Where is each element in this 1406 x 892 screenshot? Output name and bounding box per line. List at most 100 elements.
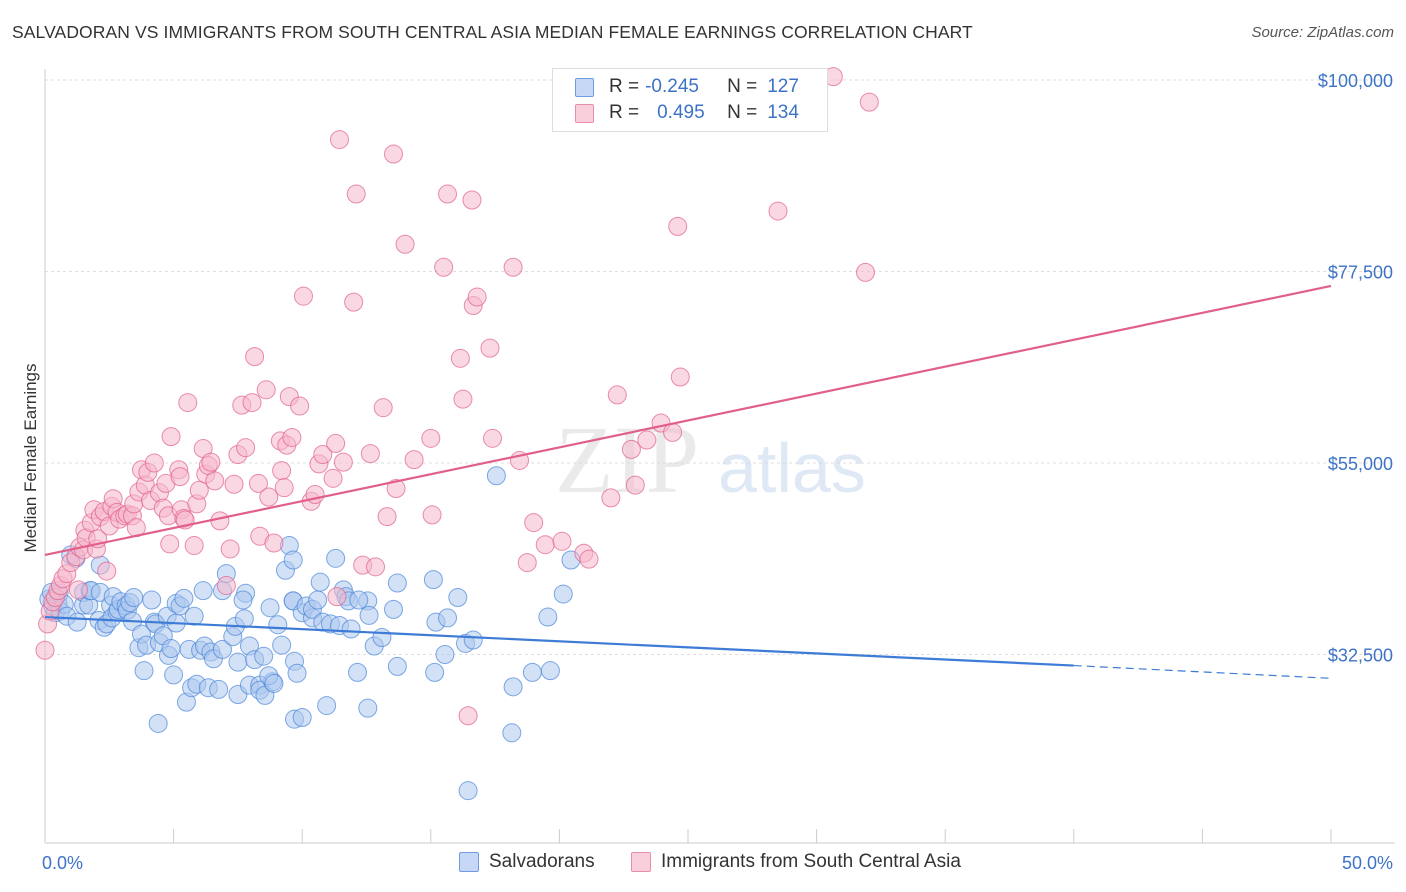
data-point — [463, 630, 483, 650]
data-point — [480, 338, 500, 358]
data-point — [462, 190, 482, 210]
data-point — [220, 539, 240, 559]
data-point — [387, 656, 407, 676]
watermark-atlas: atlas — [718, 429, 866, 507]
trend-line-immigrants — [44, 284, 1332, 556]
x-tick-labels: 0.0% 50.0% — [42, 853, 1393, 873]
data-point — [341, 619, 361, 639]
data-point — [360, 444, 380, 464]
legend-item-salvadorans: Salvadorans — [459, 851, 595, 873]
data-point — [68, 580, 88, 600]
data-point — [264, 533, 284, 553]
legend-n-value: 127 — [767, 76, 799, 97]
data-point — [97, 561, 117, 581]
legend-item-immigrants: Immigrants from South Central Asia — [631, 851, 961, 873]
chart-title: SALVADORAN VS IMMIGRANTS FROM SOUTH CENT… — [12, 22, 973, 42]
data-point — [404, 450, 424, 470]
watermark: ZIP atlas — [555, 406, 866, 513]
data-point — [503, 257, 523, 277]
data-point — [349, 590, 369, 610]
data-point — [346, 184, 366, 204]
data-point — [422, 505, 442, 525]
data-point — [201, 452, 221, 472]
data-point — [329, 130, 349, 150]
data-point — [259, 487, 279, 507]
data-point — [483, 428, 503, 448]
data-point — [768, 201, 788, 221]
data-point — [292, 707, 312, 727]
source-credit: Source: ZipAtlas.com — [1251, 24, 1394, 41]
data-point — [359, 605, 379, 625]
data-point — [668, 216, 688, 236]
data-point — [184, 536, 204, 556]
data-point — [216, 576, 236, 596]
data-point — [435, 645, 455, 664]
data-point — [287, 663, 307, 683]
data-point — [148, 713, 168, 733]
y-tick-label: $32,500 — [1328, 646, 1393, 666]
data-point — [859, 92, 879, 112]
legend-r-value: 0.495 — [657, 102, 705, 123]
data-point — [637, 430, 657, 450]
data-point — [268, 615, 288, 635]
legend-n-label: N = — [727, 76, 758, 97]
data-point — [517, 553, 537, 573]
y-tick-labels: $32,500 $55,000 $77,500 $100,000 — [1318, 71, 1393, 666]
data-point — [326, 548, 346, 568]
x-tick-label: 50.0% — [1342, 853, 1393, 873]
data-point — [170, 467, 190, 487]
data-point — [386, 479, 406, 499]
data-point — [142, 590, 162, 610]
data-point — [535, 535, 555, 555]
legend-swatch-blue — [459, 852, 479, 872]
legend-r-value: -0.245 — [645, 76, 699, 97]
trend-line-salvadorans-extension — [1073, 664, 1332, 679]
data-point — [189, 480, 209, 500]
legend-row-immigrants: R = 0.495 N = 134 — [575, 101, 799, 125]
data-point — [67, 612, 87, 632]
data-point — [522, 662, 542, 682]
correlation-legend: R = -0.245 N = 127 R = 0.495 N = 134 — [552, 68, 828, 132]
data-point — [621, 439, 641, 459]
trend-line-salvadorans — [44, 615, 1074, 667]
data-point — [308, 590, 328, 610]
data-point — [372, 627, 392, 647]
data-point — [254, 646, 274, 666]
legend-swatch-blue — [575, 77, 594, 97]
data-point — [224, 474, 244, 494]
data-point — [458, 781, 478, 801]
y-tick-label: $55,000 — [1328, 454, 1393, 474]
data-point — [553, 584, 573, 604]
data-point — [373, 398, 393, 418]
data-point — [384, 599, 404, 619]
data-point — [236, 438, 256, 458]
data-point — [503, 677, 523, 697]
data-point — [283, 550, 303, 570]
data-point — [233, 590, 253, 610]
data-point — [347, 662, 367, 682]
series-salvadorans — [39, 466, 581, 801]
axes — [44, 69, 1395, 844]
data-point — [486, 466, 506, 486]
data-point — [290, 396, 310, 416]
data-point — [358, 698, 378, 718]
data-point — [458, 706, 478, 726]
data-point — [228, 652, 248, 672]
data-point — [344, 292, 364, 312]
data-point — [395, 234, 415, 254]
data-point — [327, 587, 347, 607]
data-point — [377, 507, 397, 527]
y-tick-label: $100,000 — [1318, 71, 1393, 91]
data-point — [161, 427, 181, 447]
trend-lines — [44, 284, 1332, 679]
legend-r-label: R = — [609, 76, 640, 97]
data-point — [160, 534, 180, 554]
data-point — [272, 461, 292, 481]
series-legend: Salvadorans Immigrants from South Centra… — [0, 851, 1406, 877]
data-point — [264, 673, 284, 693]
data-point — [434, 257, 454, 277]
legend-swatch-pink — [575, 103, 594, 123]
data-point — [317, 696, 337, 716]
data-point — [205, 471, 225, 491]
